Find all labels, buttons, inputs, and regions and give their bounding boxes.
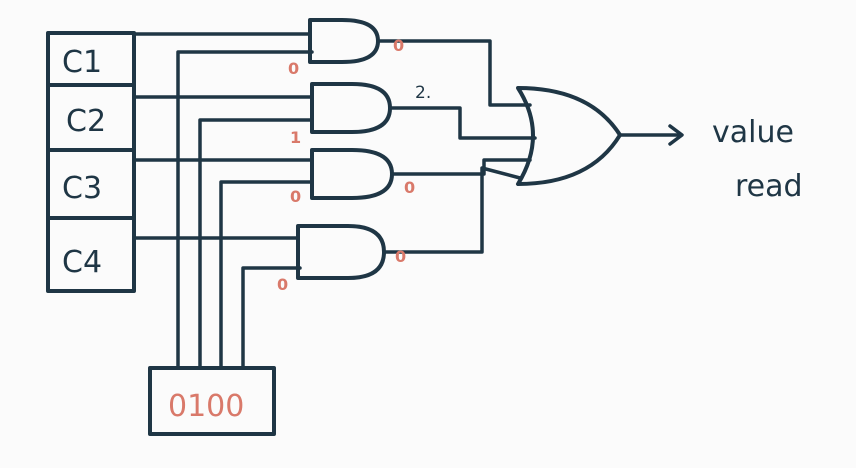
gate3-select-mark: 0 [290, 187, 301, 206]
register-c3: C3 [62, 171, 102, 206]
gate1-output-mark: 0 [393, 36, 404, 55]
gate4-select-mark: 0 [277, 275, 288, 294]
select-box: 0100 [148, 366, 276, 436]
register-column: C1 C2 C3 C4 [46, 31, 136, 293]
select-value: 0100 [168, 389, 244, 424]
gate4-output-mark: 0 [395, 247, 406, 266]
register-c1: C1 [62, 45, 102, 80]
gate1-select-mark: 0 [288, 59, 299, 78]
select-bus-wires [176, 50, 314, 370]
register-wires [132, 32, 314, 240]
register-c2: C2 [66, 104, 106, 139]
gate2-select-mark: 1 [290, 128, 301, 147]
output-arrow [618, 124, 684, 146]
gate-output-wires [376, 39, 537, 254]
or-gate [516, 86, 622, 186]
and-gate-1 [308, 18, 380, 64]
and-gate-3 [310, 148, 394, 200]
and-gate-2 [310, 82, 392, 134]
register-c4: C4 [62, 245, 102, 280]
output-label-line2: read [735, 169, 803, 204]
and-gate-4 [296, 224, 386, 280]
gate3-output-mark: 0 [404, 178, 415, 197]
output-label-line1: value [712, 115, 794, 150]
gate2-output-mark: 2. [415, 83, 431, 103]
